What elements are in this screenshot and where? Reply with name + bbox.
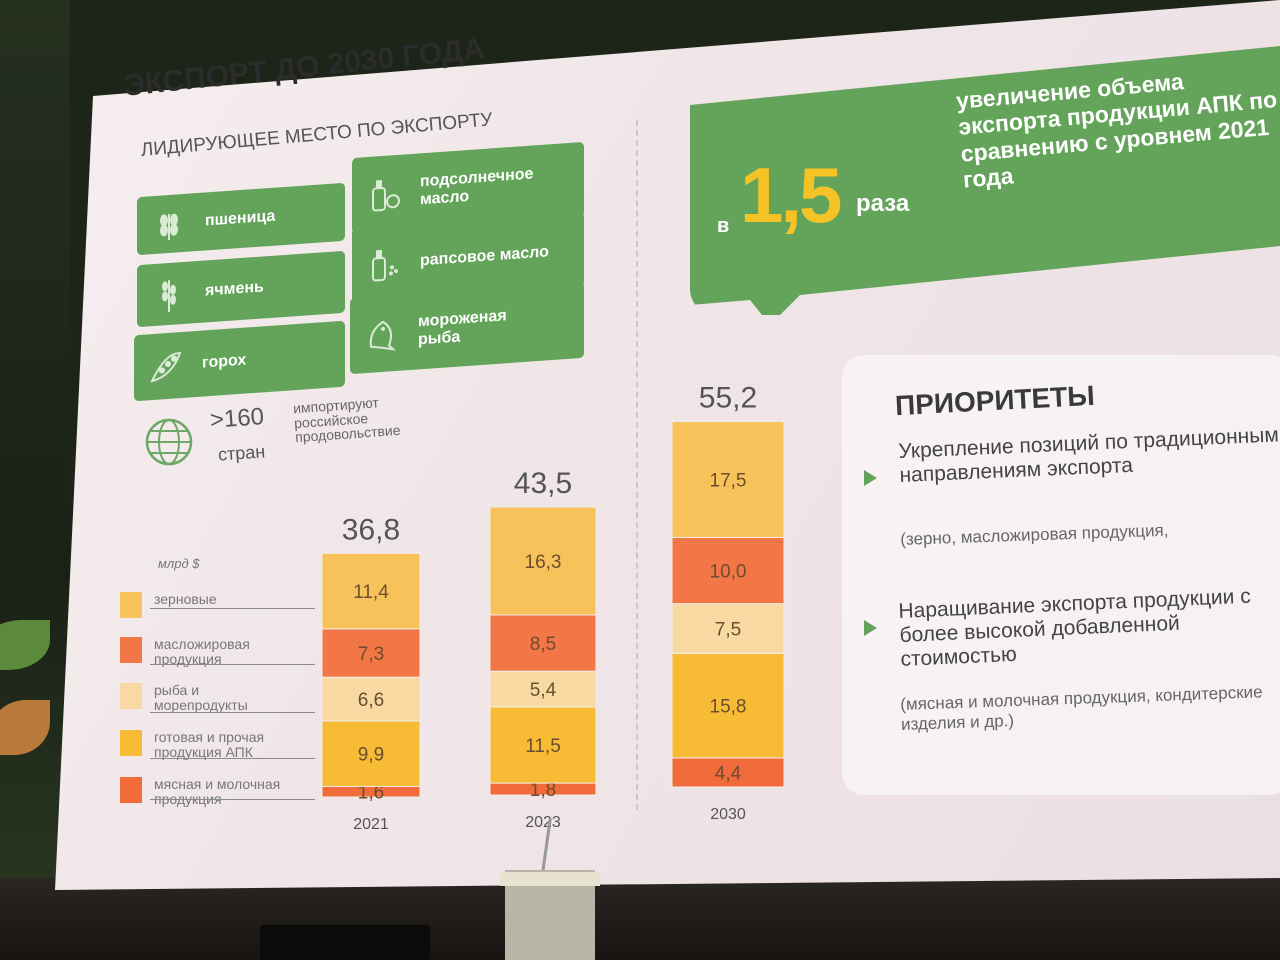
product-tile-peas: горох bbox=[134, 320, 345, 402]
legend-item-finished: готовая и прочая продукция АПК bbox=[120, 730, 289, 759]
product-tile-rapeseed-oil: рапсовое масло bbox=[352, 211, 584, 305]
legend-leader-line bbox=[150, 758, 315, 759]
x-tick-label: 2023 bbox=[525, 814, 561, 831]
legend-label: масложировая продукция bbox=[154, 636, 250, 667]
bar-segment bbox=[489, 670, 597, 708]
priorities-card bbox=[842, 355, 1280, 795]
stage-background-left bbox=[0, 0, 70, 960]
bar-segment bbox=[671, 652, 785, 759]
legend-leader-line bbox=[150, 712, 315, 713]
bar-value-label: 5,4 bbox=[530, 680, 557, 701]
legend-leader-line bbox=[150, 799, 315, 800]
bar-segment bbox=[671, 603, 785, 654]
barley-icon bbox=[151, 275, 187, 314]
callout-prefix: в bbox=[717, 215, 730, 237]
bar-segment bbox=[489, 614, 597, 672]
oil-bottle-icon bbox=[366, 175, 402, 214]
legend-leader-line bbox=[150, 664, 315, 665]
bar-value-label: 11,4 bbox=[353, 582, 389, 603]
bar-value-label: 4,4 bbox=[715, 763, 742, 784]
product-tile-sunflower-oil: подсолнечное масло bbox=[352, 141, 584, 235]
legend-label: рыба и морепродукты bbox=[154, 682, 248, 713]
bar-value-label: 16,3 bbox=[525, 552, 562, 573]
legend-item-fish: рыба и морепродукты bbox=[120, 683, 284, 712]
bar-segment bbox=[671, 536, 785, 605]
legend-label: готовая и прочая продукция АПК bbox=[154, 729, 265, 760]
legend-label: мясная и молочная продукция bbox=[154, 776, 281, 807]
stage-floor bbox=[0, 878, 1280, 960]
x-tick-label: 2021 bbox=[353, 816, 389, 833]
product-tile-wheat: пшеница bbox=[137, 182, 345, 256]
stage-monitor bbox=[260, 925, 430, 960]
pea-pod-icon bbox=[148, 347, 184, 386]
wheat-icon bbox=[151, 205, 187, 244]
x-tick-label: 2030 bbox=[710, 806, 746, 823]
bar-value-label: 9,9 bbox=[358, 745, 384, 766]
legend-item-oil-fat: масложировая продукция bbox=[120, 637, 274, 666]
bar-segment bbox=[321, 552, 421, 630]
fish-icon bbox=[364, 315, 400, 354]
legend-swatch bbox=[120, 683, 142, 709]
bar-value-label: 15,8 bbox=[710, 697, 747, 718]
product-tile-frozen-fish: мороженая рыба bbox=[350, 281, 584, 375]
legend-leader-line bbox=[150, 608, 315, 609]
bar-value-label: 17,5 bbox=[710, 471, 747, 492]
legend-swatch bbox=[120, 592, 142, 618]
bar-value-label: 8,5 bbox=[530, 634, 556, 655]
legend-swatch bbox=[120, 730, 142, 756]
bar-segment bbox=[321, 628, 421, 678]
bar-segment bbox=[321, 676, 421, 722]
legend-label: зерновые bbox=[154, 591, 217, 607]
product-tile-barley: ячмень bbox=[137, 250, 345, 328]
bar-value-label: 1,8 bbox=[530, 780, 556, 801]
bar-total-label: 43,5 bbox=[514, 467, 572, 500]
legend-item-meat-dairy: мясная и молочная продукция bbox=[120, 777, 304, 806]
bar-segment bbox=[489, 506, 597, 616]
callout-number: 1,5 bbox=[740, 151, 842, 239]
bar-value-label: 1,6 bbox=[358, 783, 384, 804]
bar-value-label: 7,3 bbox=[358, 644, 384, 665]
chart-unit-label: млрд $ bbox=[158, 556, 200, 571]
bar-value-label: 11,5 bbox=[525, 736, 561, 757]
bar-segment bbox=[321, 720, 421, 787]
legend-swatch bbox=[120, 777, 142, 803]
bullet-arrow-icon bbox=[864, 470, 877, 486]
legend-item-grain: зерновые bbox=[120, 592, 304, 618]
bullet-arrow-icon bbox=[864, 620, 877, 636]
bar-total-label: 36,8 bbox=[342, 513, 400, 546]
rapeseed-oil-icon bbox=[366, 245, 402, 284]
bar-value-label: 6,6 bbox=[358, 690, 384, 711]
callout-suffix: раза bbox=[856, 190, 910, 217]
bar-value-label: 7,5 bbox=[715, 619, 741, 640]
globe-icon bbox=[144, 412, 194, 477]
bar-segment bbox=[671, 421, 785, 538]
bar-value-label: 10,0 bbox=[710, 562, 747, 583]
podium-sign bbox=[500, 872, 600, 886]
slide-divider bbox=[636, 120, 638, 810]
bar-segment bbox=[489, 706, 597, 784]
bar-total-label: 55,2 bbox=[699, 382, 757, 415]
bar-segment bbox=[671, 757, 785, 788]
legend-swatch bbox=[120, 637, 142, 663]
